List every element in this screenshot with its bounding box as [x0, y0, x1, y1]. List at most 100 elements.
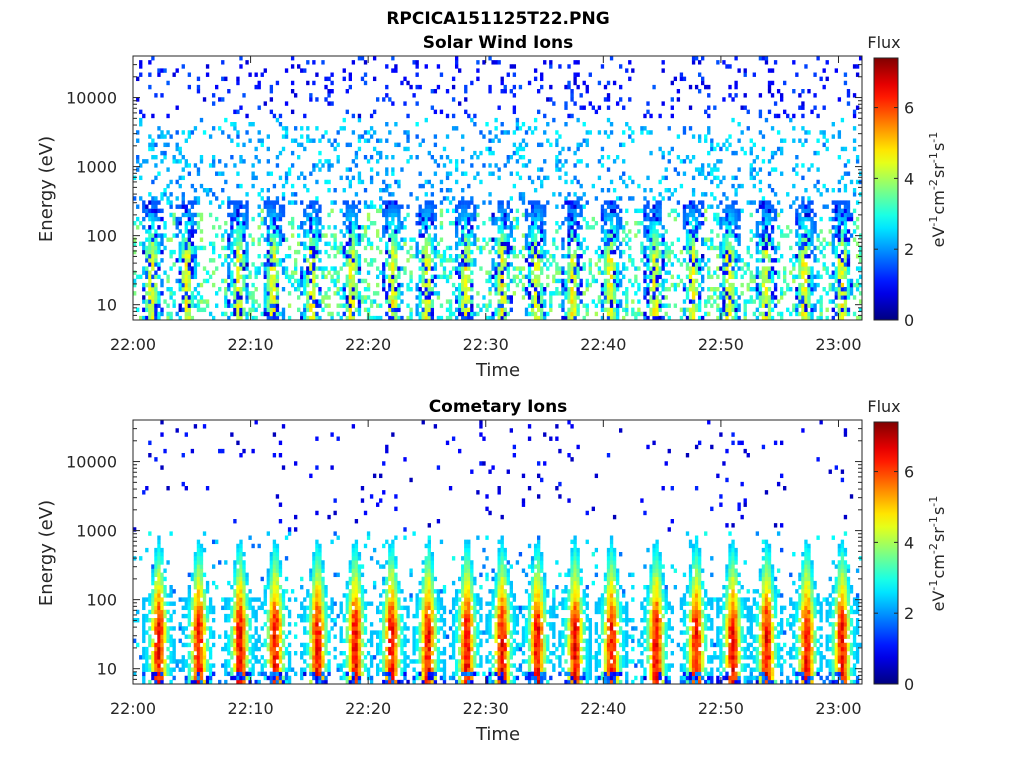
heatmap-cell — [391, 237, 395, 242]
heatmap-cell — [227, 270, 231, 275]
heatmap-cell — [391, 307, 395, 313]
heatmap-cell — [306, 60, 310, 65]
heatmap-cell — [242, 274, 246, 280]
heatmap-cell — [257, 212, 261, 218]
heatmap-cell — [142, 618, 146, 623]
heatmap-cell — [628, 97, 632, 102]
heatmap-cell — [160, 572, 164, 578]
heatmap-cell — [224, 295, 228, 300]
heatmap-cell — [840, 146, 845, 152]
heatmap-cell — [643, 291, 647, 296]
heatmap-cell — [549, 142, 553, 148]
heatmap-cell — [564, 270, 568, 275]
heatmap-cell — [816, 167, 820, 172]
heatmap-cell — [227, 89, 231, 94]
heatmap-cell — [725, 287, 729, 292]
heatmap-cell — [646, 212, 650, 218]
heatmap-cell — [433, 109, 438, 115]
heatmap-cell — [719, 282, 723, 288]
heatmap-cell — [798, 212, 802, 218]
heatmap-cell — [154, 254, 158, 259]
heatmap-cell — [570, 229, 574, 234]
heatmap-cell — [148, 601, 152, 606]
heatmap-cell — [281, 258, 286, 263]
heatmap-cell — [187, 229, 192, 234]
heatmap-cell — [430, 278, 435, 284]
heatmap-cell — [776, 225, 781, 230]
heatmap-cell — [327, 295, 331, 300]
heatmap-cell — [351, 299, 356, 304]
heatmap-cell — [400, 245, 404, 251]
heatmap-cell — [196, 299, 201, 304]
heatmap-cell — [521, 155, 526, 160]
heatmap-cell — [239, 254, 243, 259]
heatmap-cell — [445, 155, 450, 160]
heatmap-cell — [688, 237, 693, 242]
heatmap-cell — [424, 204, 428, 209]
heatmap-cell — [536, 262, 541, 267]
heatmap-cell — [764, 216, 769, 222]
heatmap-cell — [430, 200, 435, 205]
heatmap-cell — [834, 266, 838, 271]
heatmap-cell — [795, 155, 799, 160]
heatmap-cell — [379, 208, 383, 214]
heatmap-cell — [424, 307, 428, 313]
heatmap-cell — [196, 291, 201, 296]
heatmap-cell — [533, 245, 538, 251]
heatmap-cell — [776, 311, 781, 317]
heatmap-cell — [722, 142, 726, 148]
heatmap-cell — [148, 262, 152, 267]
heatmap-cell — [251, 303, 255, 308]
heatmap-cell — [646, 204, 650, 209]
heatmap-cell — [363, 245, 368, 251]
heatmap-cell — [622, 105, 626, 110]
heatmap-cell — [275, 117, 280, 123]
heatmap-cell — [527, 282, 532, 288]
heatmap-cell — [737, 295, 741, 300]
heatmap-cell — [691, 237, 696, 242]
heatmap-cell — [679, 315, 684, 320]
heatmap-cell — [497, 200, 501, 205]
heatmap-cell — [831, 122, 835, 127]
heatmap-cell — [345, 229, 349, 234]
heatmap-cell — [388, 237, 392, 242]
heatmap-cell — [509, 89, 513, 94]
heatmap-cell — [530, 258, 535, 263]
heatmap-cell — [187, 245, 192, 251]
heatmap-cell — [221, 60, 225, 65]
heatmap-cell — [339, 229, 343, 234]
heatmap-cell — [169, 200, 173, 205]
heatmap-cell — [342, 282, 346, 288]
heatmap-cell — [573, 282, 577, 288]
heatmap-cell — [227, 274, 231, 280]
heatmap-cell — [145, 486, 149, 491]
heatmap-cell — [764, 274, 769, 280]
heatmap-cell — [327, 159, 331, 164]
heatmap-cell — [530, 241, 535, 247]
heatmap-cell — [776, 274, 781, 280]
heatmap-cell — [145, 212, 149, 218]
heatmap-cell — [579, 225, 583, 230]
heatmap-cell — [707, 84, 711, 90]
heatmap-cell — [266, 233, 270, 238]
heatmap-cell — [348, 208, 352, 214]
heatmap-cell — [275, 307, 280, 313]
heatmap-cell — [436, 84, 441, 90]
heatmap-cell — [278, 225, 283, 230]
heatmap-cell — [728, 216, 732, 222]
heatmap-cell — [363, 287, 368, 292]
unit-spacer — [934, 131, 947, 132]
heatmap-cell — [372, 299, 377, 304]
heatmap-cell — [619, 175, 623, 181]
heatmap-cell — [779, 311, 784, 317]
heatmap-cell — [749, 146, 753, 152]
heatmap-cell — [421, 307, 425, 313]
heatmap-cell — [357, 113, 362, 119]
heatmap-cell — [564, 84, 568, 90]
heatmap-cell — [272, 245, 277, 251]
heatmap-cell — [652, 245, 656, 251]
heatmap-cell — [397, 266, 401, 271]
heatmap-cell — [369, 204, 374, 209]
heatmap-cell — [409, 84, 413, 90]
